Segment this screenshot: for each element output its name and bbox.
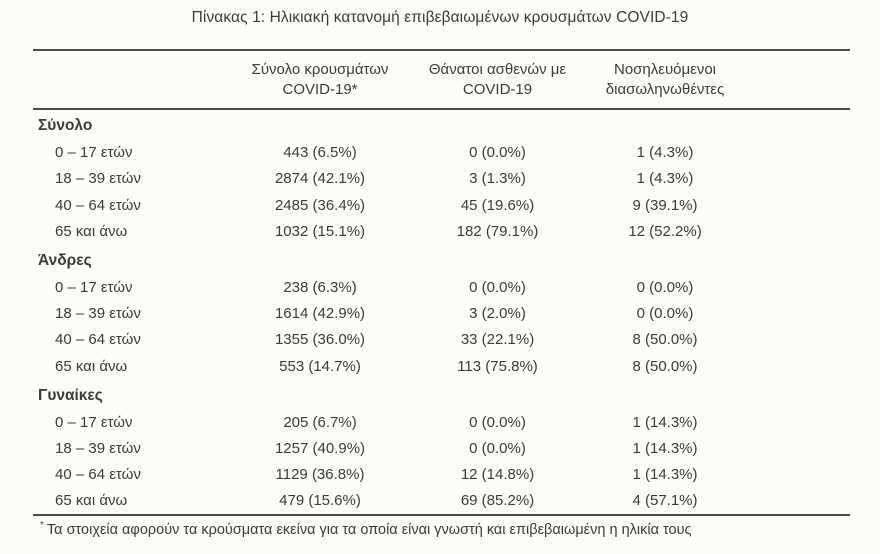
section-label-women: Γυναίκες (38, 386, 103, 404)
column-header-deaths: Θάνατοι ασθενών με COVID-19 (415, 60, 580, 100)
table-row: 0 – 17 ετών 443 (6.5%) 0 (0.0%) 1 (4.3%) (33, 140, 850, 166)
age-label: 0 – 17 ετών (55, 278, 133, 296)
deaths-value: 69 (85.2%) (460, 492, 535, 510)
footnote-text: Τα στοιχεία αφορούν τα κρούσματα εκείνα … (46, 521, 692, 538)
table-row: 65 και άνω 1032 (15.1%) 182 (79.1%) 12 (… (33, 218, 850, 244)
table-title: Πίνακας 1: Ηλικιακή κατανομή επιβεβαιωμέ… (191, 9, 689, 26)
deaths-value: 0 (0.0%) (469, 278, 526, 296)
column-header-cases-line1: Σύνολο κρουσμάτων (251, 61, 389, 78)
intubated-value: 9 (39.1%) (632, 196, 698, 214)
column-header-intubated-line2: διασωληνωθέντες (605, 80, 725, 98)
column-header-cases: Σύνολο κρουσμάτων COVID-19* (225, 60, 415, 100)
deaths-value: 0 (0.0%) (469, 144, 526, 162)
cases-value: 2485 (36.4%) (274, 196, 366, 214)
deaths-value: 12 (14.8%) (460, 466, 535, 484)
cases-value: 205 (6.7%) (283, 413, 357, 431)
cases-value: 553 (14.7%) (279, 357, 361, 375)
divider-top (33, 49, 850, 51)
age-label: 65 και άνω (55, 357, 128, 375)
age-label: 18 – 39 ετών (55, 305, 141, 323)
deaths-value: 113 (75.8%) (457, 357, 538, 375)
cases-value: 238 (6.3%) (283, 278, 357, 296)
cases-value: 1257 (40.9%) (274, 439, 366, 457)
table-row: 65 και άνω 479 (15.6%) 69 (85.2%) 4 (57.… (33, 488, 850, 514)
intubated-value: 1 (4.3%) (636, 144, 694, 162)
table-row: 40 – 64 ετών 2485 (36.4%) 45 (19.6%) 9 (… (33, 192, 850, 218)
column-header-cases-line2: COVID-19* (282, 80, 358, 98)
age-label: 40 – 64 ετών (55, 196, 141, 214)
section-label-men: Άνδρες (38, 251, 92, 269)
divider-header (33, 107, 850, 110)
age-label: 0 – 17 ετών (55, 144, 133, 162)
footnote-marker: * (40, 519, 44, 531)
age-label: 18 – 39 ετών (55, 439, 141, 457)
intubated-value: 1 (14.3%) (632, 413, 698, 431)
intubated-value: 8 (50.0%) (632, 357, 698, 375)
age-label: 18 – 39 ετών (55, 170, 141, 188)
deaths-value: 0 (0.0%) (469, 439, 526, 457)
deaths-value: 33 (22.1%) (460, 331, 535, 349)
table-header-row: Σύνολο κρουσμάτων COVID-19* Θάνατοι ασθε… (33, 51, 850, 108)
intubated-value: 0 (0.0%) (636, 305, 694, 323)
age-label: 65 και άνω (55, 492, 128, 510)
intubated-value: 8 (50.0%) (632, 331, 698, 349)
deaths-value: 45 (19.6%) (460, 196, 535, 214)
cases-value: 1032 (15.1%) (274, 222, 366, 240)
cases-value: 1355 (36.0%) (274, 331, 366, 349)
deaths-value: 182 (79.1%) (456, 222, 539, 240)
cases-value: 1129 (36.8%) (275, 466, 365, 484)
age-label: 0 – 17 ετών (55, 413, 133, 431)
age-label: 40 – 64 ετών (55, 466, 141, 484)
column-header-intubated-line1: Νοσηλευόμενοι (613, 61, 716, 78)
table-row: 40 – 64 ετών 1355 (36.0%) 33 (22.1%) 8 (… (33, 327, 850, 353)
data-table: Σύνολο κρουσμάτων COVID-19* Θάνατοι ασθε… (33, 49, 850, 516)
table-row: 0 – 17 ετών 238 (6.3%) 0 (0.0%) 0 (0.0%) (33, 274, 850, 300)
age-label: 65 και άνω (55, 222, 128, 240)
column-header-intubated: Νοσηλευόμενοι διασωληνωθέντες (580, 60, 750, 100)
intubated-value: 1 (14.3%) (632, 439, 698, 457)
deaths-value: 3 (1.3%) (469, 170, 526, 188)
table-row: 0 – 17 ετών 205 (6.7%) 0 (0.0%) 1 (14.3%… (33, 409, 850, 435)
divider-bottom (33, 513, 850, 516)
table-row: 18 – 39 ετών 2874 (42.1%) 3 (1.3%) 1 (4.… (33, 166, 850, 192)
cases-value: 1614 (42.9%) (274, 305, 366, 323)
intubated-value: 1 (14.3%) (632, 466, 698, 484)
intubated-value: 1 (4.3%) (636, 170, 694, 188)
intubated-value: 0 (0.0%) (636, 278, 694, 296)
cases-value: 443 (6.5%) (283, 144, 357, 162)
column-header-deaths-line2: COVID-19 (462, 80, 533, 98)
table-row: 18 – 39 ετών 1257 (40.9%) 0 (0.0%) 1 (14… (33, 435, 850, 461)
table-row: 65 και άνω 553 (14.7%) 113 (75.8%) 8 (50… (33, 353, 850, 379)
cases-value: 2874 (42.1%) (274, 170, 366, 188)
footnote: * Τα στοιχεία αφορούν τα κρούσματα εκείνα… (40, 520, 850, 538)
column-header-empty (33, 60, 225, 100)
table-row: 18 – 39 ετών 1614 (42.9%) 3 (2.0%) 0 (0.… (33, 301, 850, 327)
section-label-total: Σύνολο (38, 117, 93, 135)
table-row: 40 – 64 ετών 1129 (36.8%) 12 (14.8%) 1 (… (33, 461, 850, 487)
column-header-deaths-line1: Θάνατοι ασθενών με (428, 61, 567, 78)
intubated-value: 12 (52.2%) (628, 222, 702, 240)
deaths-value: 3 (2.0%) (469, 305, 526, 323)
age-label: 40 – 64 ετών (55, 331, 141, 349)
intubated-value: 4 (57.1%) (632, 492, 698, 510)
cases-value: 479 (15.6%) (279, 492, 361, 510)
deaths-value: 0 (0.0%) (469, 413, 526, 431)
